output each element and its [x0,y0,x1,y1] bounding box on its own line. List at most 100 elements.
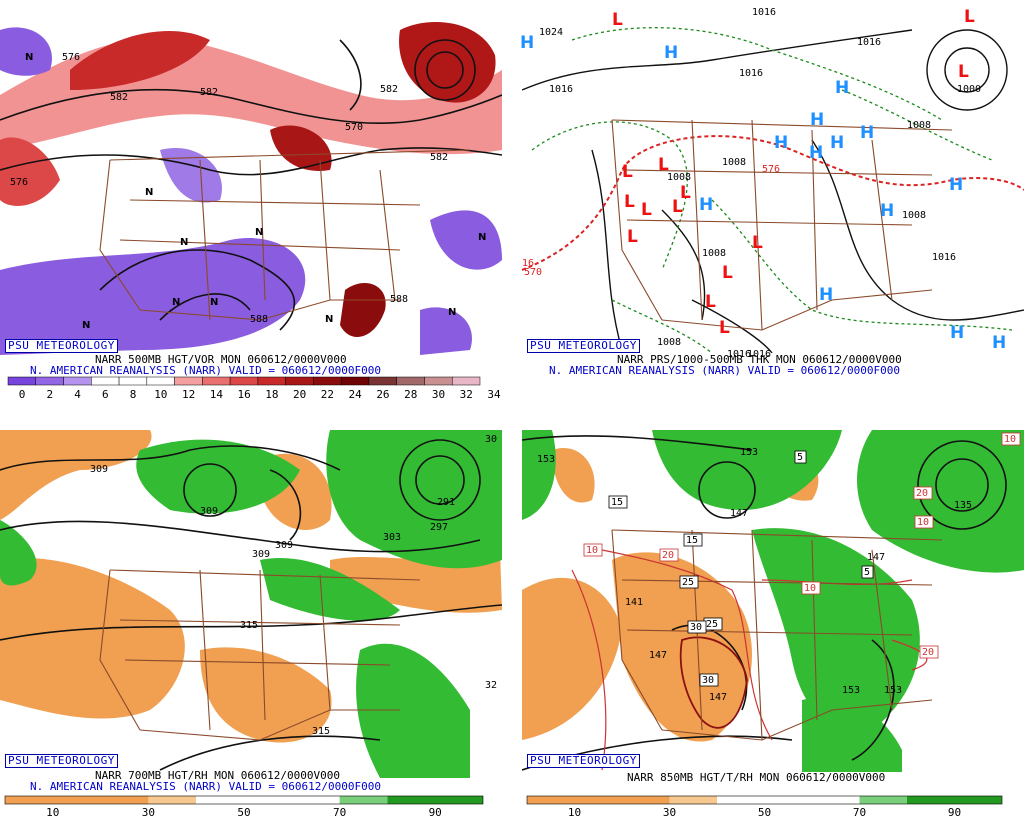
rh-dry-west [522,577,622,740]
low-pressure-icon: L [958,62,969,82]
panel-sfc-pressure-thickness: 1024 1016 1016 1016 1016 1016 1000 1008 … [512,0,1024,409]
vorticity-center: N [478,232,486,243]
colorbar-segment [424,376,453,386]
height-label: 309 [200,506,218,517]
vorticity-center: N [255,227,263,238]
temperature-label: 20 [662,550,674,561]
rh-moist-north [136,439,300,514]
temperature-label: 30 [690,622,702,633]
panel-valid-time: N. AMERICAN REANALYSIS (NARR) VALID = 06… [549,364,900,377]
rh-dry-nw-patch [552,448,595,503]
panel-title: NARR 500MB HGT/VOR MON 060612/0000V000 [95,353,347,366]
colorbar-segment [396,376,425,386]
low-pressure-icon: L [658,155,669,175]
colorbar-segment [146,376,175,386]
contour-label: 582 [200,87,218,98]
colorbar-tick: 70 [852,806,867,819]
colorbar-tick: 10 [154,388,168,401]
temperature-label-box [699,673,719,687]
map-850mb: 153 153 147 141 147 147 153 135 147 153 … [522,430,1024,805]
state-boundaries [99,569,421,741]
vorticity-streak-east [270,125,332,171]
height-label: 153 [537,454,555,465]
temperature-label-box [794,450,807,464]
temperature-label: 25 [682,577,694,588]
high-pressure-icon: H [520,33,534,53]
low-pressure-icon: L [722,263,733,283]
high-pressure-icon: H [774,133,788,153]
isobar-label: 1008 [657,337,681,348]
high-pressure-symbols: H H H H H H H H H H H H H H [520,33,1006,353]
height-label: 32 [485,680,497,691]
colorbar-tick: 10 [567,806,582,819]
rh-moist-se [802,697,902,772]
colorbar-outline [526,795,1003,805]
low-pressure-icon: L [964,7,975,27]
low-pressure-icon: L [752,233,763,253]
low-pressure-symbols: L L L L L L L L L L L L L L [612,7,975,338]
isobar-label: 1016 [727,349,751,360]
map-500mb: 576 582 582 582 576 570 582 588 588 N N … [0,13,502,386]
rh-dry-south [200,647,332,743]
colorbar-segment [527,796,670,804]
vorticity-core-south [340,282,386,337]
vorticity-negative-south [0,238,306,355]
vorticity-center: N [172,297,180,308]
colorbar-tick: 30 [431,388,446,401]
colorbar-segment [717,796,860,804]
isobar-label: 1016 [752,7,776,18]
colorbar-segment [339,796,388,804]
contour-label: 582 [430,152,448,163]
colorbar-tick-labels: 0 2 4 6 8 10 12 14 16 18 20 22 24 26 28 30 32 34 [0,388,512,402]
high-pressure-icon: H [810,110,824,130]
colorbar-segment [451,376,481,386]
isobar-label: 1008 [702,248,726,259]
colorbar-segment [7,376,37,386]
vorticity-center: N [210,297,218,308]
colorbar-tick: 90 [428,806,442,819]
colorbar-tick: 24 [348,388,362,401]
temperature-label: 25 [706,619,718,630]
vorticity-center: N [448,307,456,318]
colorbar-tick: 28 [404,388,418,401]
height-label: 30 [485,434,497,445]
height-contours [0,439,502,771]
colorbar-segment [368,376,397,386]
height-label: 309 [90,464,108,475]
colorbar-segment [196,796,340,804]
low-pressure-icon: L [705,292,716,312]
thickness-green [531,27,1013,353]
isobar-label: 1008 [907,120,931,131]
vorticity-negative-east [430,210,502,270]
low-pressure-icon: L [719,318,730,338]
thickness-label: 576 [762,164,780,175]
isobar-label: 1016 [739,68,763,79]
temperature-label-box [913,486,933,500]
temperature-label: 15 [611,497,623,508]
temperature-30-contour [679,636,748,729]
contour-label: 576 [62,52,80,63]
temperature-label: 30 [702,675,714,686]
height-label: 309 [275,540,293,551]
colorbar-tick: 22 [320,388,335,401]
temperature-contours [571,549,928,771]
panel-valid-time: N. AMERICAN REANALYSIS (NARR) VALID = 06… [30,364,381,377]
colorbar-segment [63,376,92,386]
height-label: 135 [954,500,972,511]
temperature-label-boxes: 5 15 15 25 25 30 30 20 10 10 10 20 20 5 10 [583,432,1021,687]
colorbar-rh [526,795,1003,805]
temperature-label: 5 [797,452,803,463]
contour-label: 588 [390,294,408,305]
height-label: 291 [437,497,455,508]
rh-moist-central [752,528,920,732]
temperature-label-box [919,645,939,659]
temperature-label: 15 [686,535,698,546]
colorbar-tick: 50 [757,806,772,819]
rh-moist-band [260,558,400,621]
colorbar-segment [313,376,342,386]
colorbar-segment [148,796,197,804]
colorbar-tick: 8 [129,388,137,401]
temperature-label: 10 [917,517,929,528]
high-pressure-icon: H [835,78,849,98]
height-contours [0,39,502,331]
